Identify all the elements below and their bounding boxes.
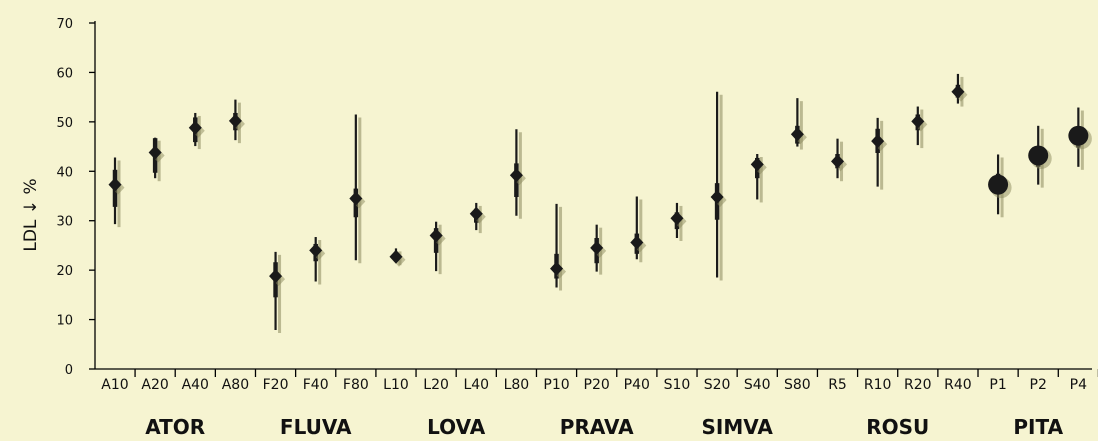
data-point-l40 [469,202,486,234]
x-tick-label: P2 [1030,377,1047,393]
x-tick-label: L10 [383,377,409,393]
data-point-f80 [349,114,366,264]
data-point-s10 [670,202,687,242]
data-point-r5 [831,138,848,182]
data-point-s20 [710,91,727,281]
data-point-s80 [790,98,807,150]
diamond-marker [550,261,564,276]
x-tick-label: A80 [222,377,249,393]
x-tick-label: R40 [944,377,972,393]
x-tick-label: F40 [303,377,329,393]
x-tick-label: L20 [423,377,449,393]
data-point-p20 [590,224,607,275]
diamond-marker [911,114,925,129]
x-tick-label: P20 [584,377,610,393]
diamond-marker [309,243,323,258]
y-tick-label: 0 [65,363,73,378]
data-point-p1 [988,154,1012,218]
diamond-marker [750,157,764,172]
y-tick-label: 20 [56,264,73,279]
diamond-marker [469,206,483,221]
group-label-pita: PITA [1013,415,1063,439]
diamond-marker [509,168,523,183]
axes: 0 10 20 30 40 50 60 70 A10 A20 A40 A80 F20 F40 F80 L10 L… [56,17,1098,393]
x-tick-label: S40 [744,377,771,393]
x-tick-label: P1 [989,377,1006,393]
y-tick-label: 60 [56,66,73,81]
diamond-marker [590,240,604,255]
x-tick-label: A40 [182,377,209,393]
group-label-prava: PRAVA [560,415,634,439]
diamond-marker [831,154,845,169]
diamond-marker [269,269,283,284]
x-tick-label: R5 [828,377,847,393]
diamond-marker [790,127,804,142]
group-label-fluva: FLUVA [280,415,352,439]
diamond-marker [670,211,684,226]
x-tick-label: S20 [704,377,731,393]
diamond-marker [148,145,162,160]
data-point-r20 [911,106,928,149]
x-tick-label: P4 [1070,377,1087,393]
y-tick-label: 10 [56,314,73,329]
group-label-ator: ATOR [145,415,205,439]
data-point-p2 [1028,125,1052,188]
x-tick-label: R20 [904,377,932,393]
diamond-marker [951,84,965,99]
diamond-marker [710,189,724,204]
diamond-marker [630,235,644,250]
data-point-a10 [108,157,125,228]
x-tick-label: A20 [141,377,168,393]
data-point-l20 [429,221,446,275]
x-tick-label: P10 [543,377,569,393]
y-tick-label: 50 [56,116,73,131]
data-point-p40 [630,196,647,263]
group-label-simva: SIMVA [701,415,773,439]
data-point-p4 [1068,107,1092,170]
x-tick-label: L80 [504,377,530,393]
data-point-f20 [269,251,286,333]
x-tick-label: A10 [101,377,128,393]
diamond-marker [108,177,122,192]
data-point-s40 [750,153,767,203]
data-point-a80 [228,99,245,144]
y-tick-label: 30 [56,215,73,230]
x-tick-label: S10 [664,377,691,393]
x-tick-label: R10 [864,377,892,393]
diamond-marker [389,249,403,264]
x-tick-label: F80 [343,377,369,393]
data-point-l10 [389,248,406,267]
x-tick-label: F20 [263,377,289,393]
y-tick-label: 70 [56,17,73,32]
data-point-a20 [148,137,165,182]
data-marks [108,73,1092,333]
x-tick-label: L40 [463,377,489,393]
diamond-marker [228,113,242,128]
group-label-lova: LOVA [427,415,486,439]
diamond-marker [871,134,885,149]
y-axis-label: LDL ↓ % [21,178,41,251]
group-labels: ATOR FLUVA LOVA PRAVA SIMVA ROSU PITA [145,415,1063,439]
data-point-f40 [309,237,326,285]
data-point-p10 [550,203,567,291]
circle-marker [988,174,1009,195]
data-point-a40 [188,112,205,150]
x-tick-label: S80 [784,377,811,393]
data-point-r40 [951,73,968,107]
data-point-l80 [509,129,526,219]
diamond-marker [349,191,363,206]
data-point-r10 [871,117,888,190]
group-label-rosu: ROSU [866,415,929,439]
circle-marker [1068,125,1089,146]
circle-marker [1028,145,1049,166]
x-tick-label: P40 [624,377,650,393]
diamond-marker [188,120,202,135]
diamond-marker [429,228,443,243]
y-tick-label: 40 [56,165,73,180]
